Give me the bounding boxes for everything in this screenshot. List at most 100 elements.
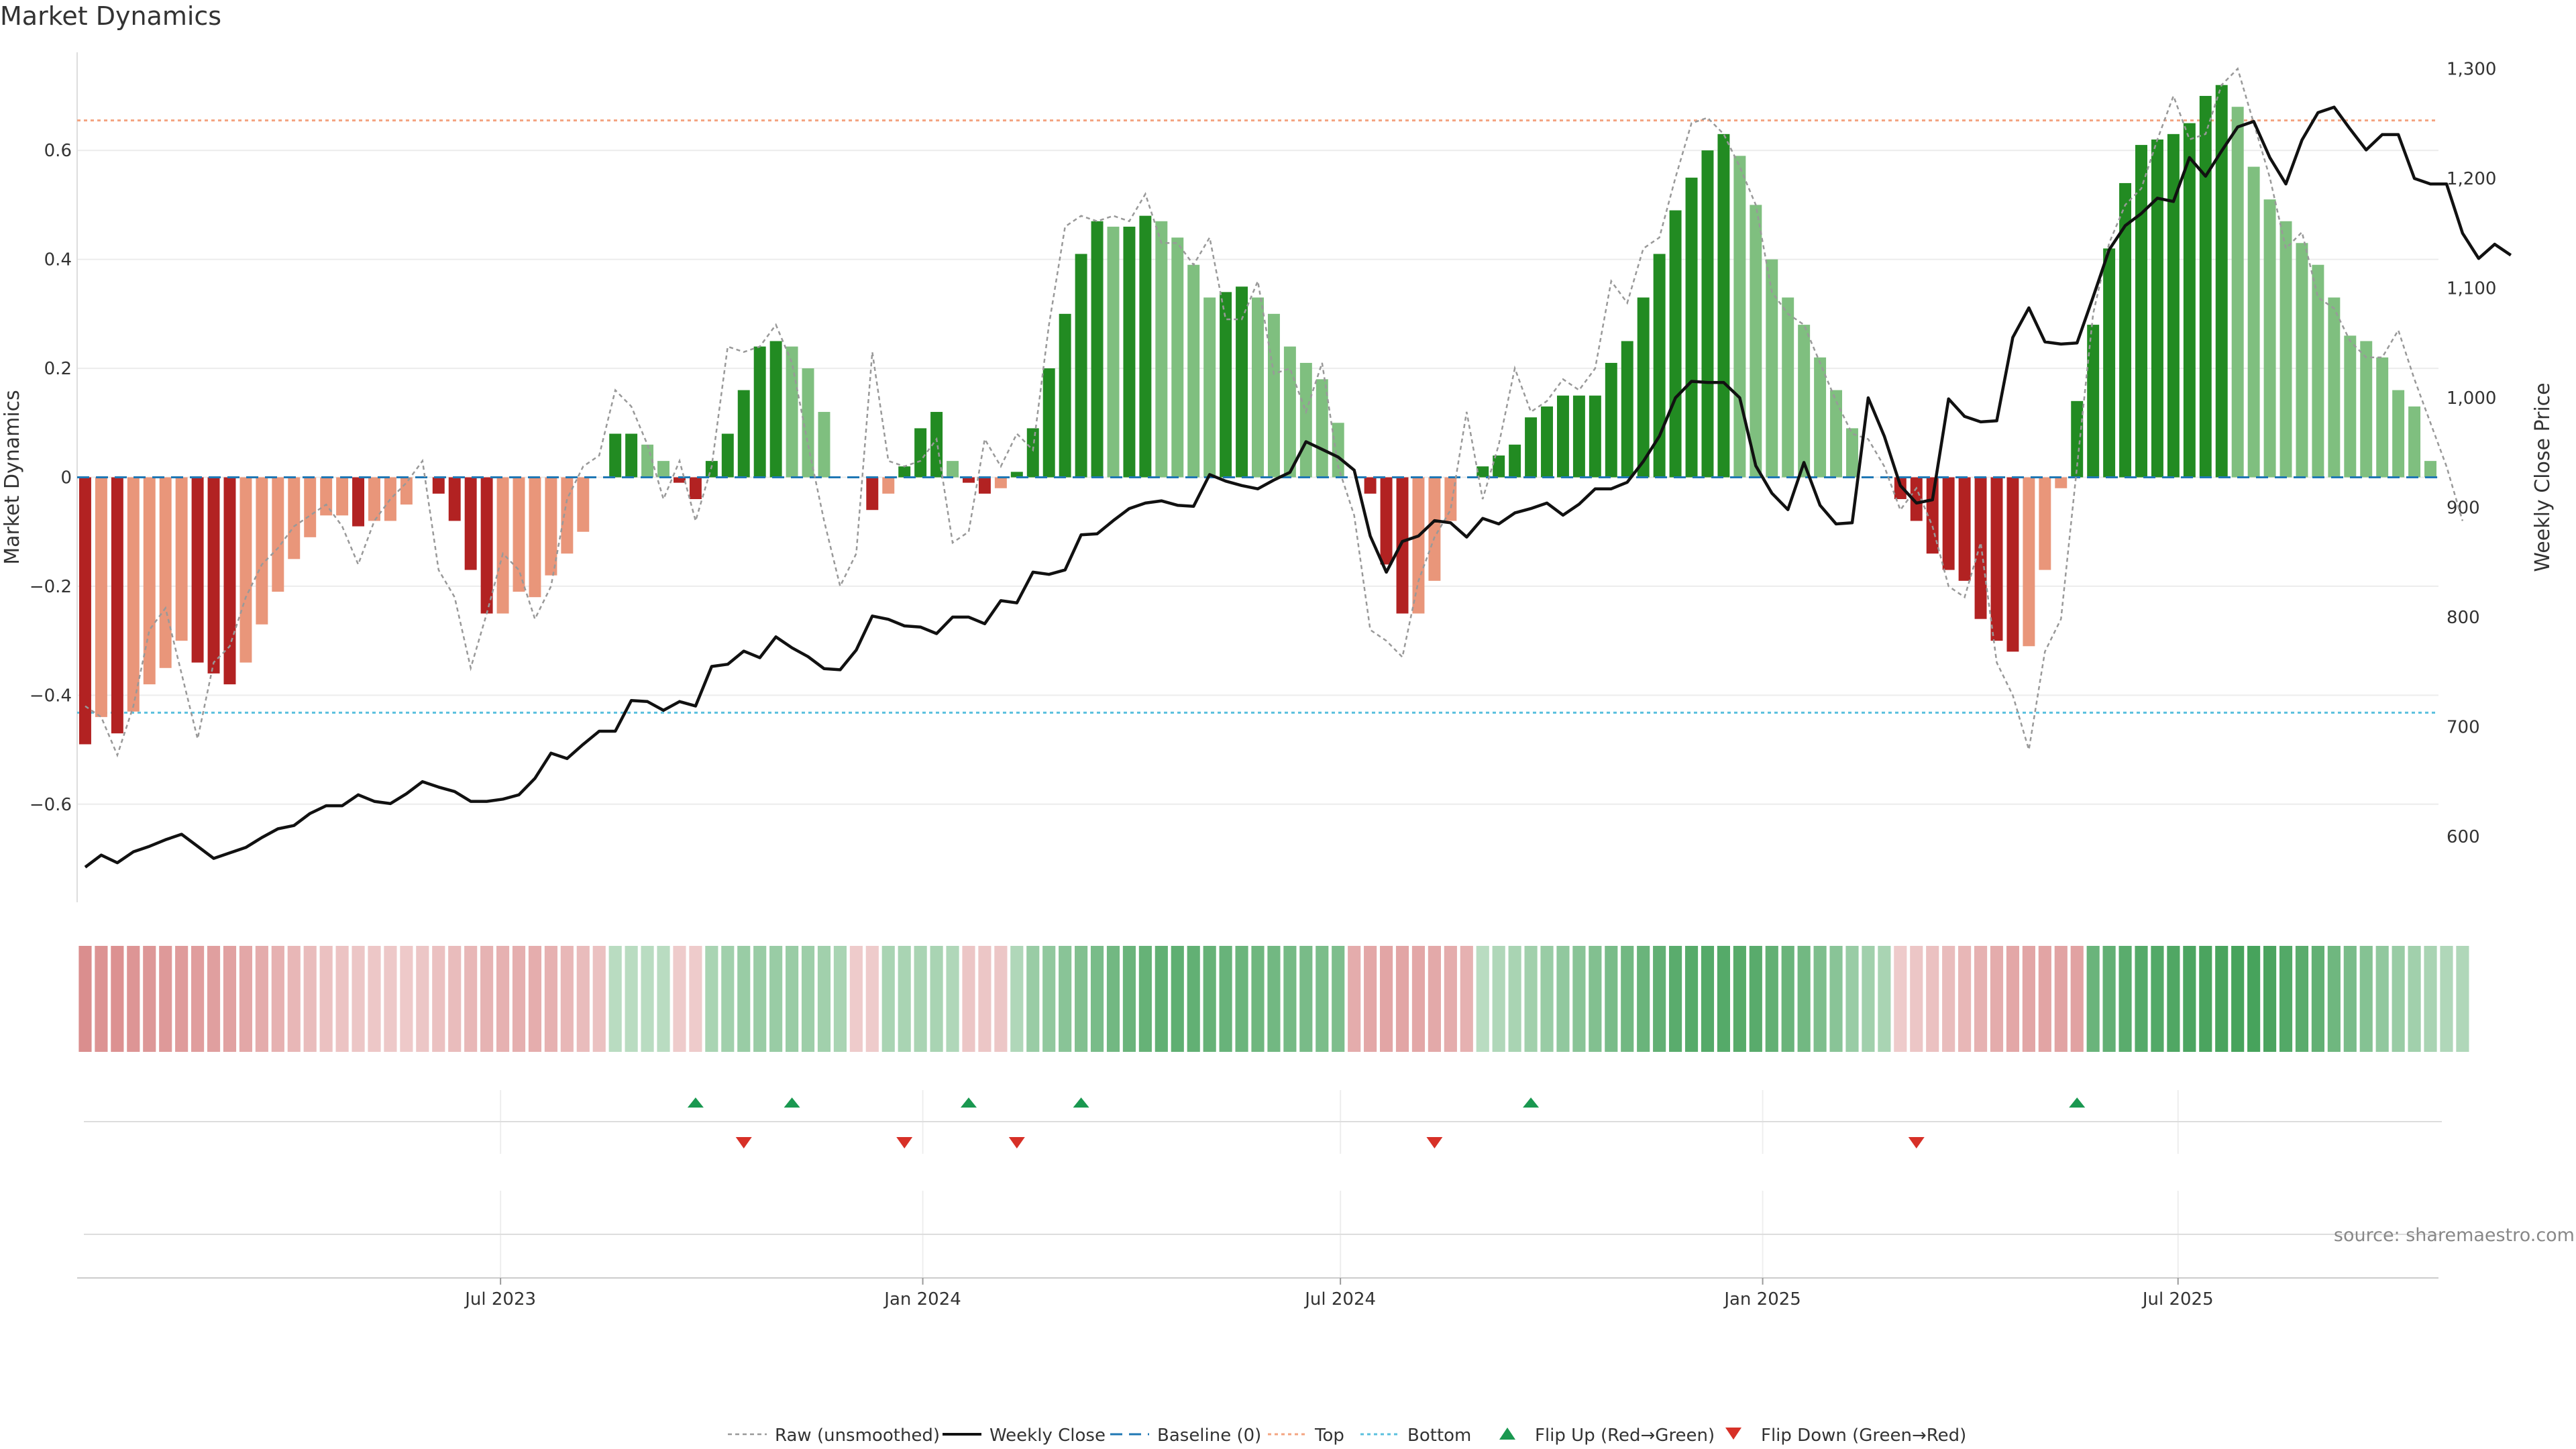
- heat-cell: [1556, 946, 1570, 1052]
- heat-cell: [496, 946, 510, 1052]
- bar: [1187, 264, 1200, 478]
- heat-cell: [1781, 946, 1794, 1052]
- legend-label: Bottom: [1407, 1426, 1471, 1446]
- bar: [432, 477, 445, 494]
- bar: [1556, 395, 1569, 478]
- heat-cell: [368, 946, 381, 1052]
- weekly-close-line: [84, 105, 2512, 869]
- heat-cell: [1813, 946, 1827, 1052]
- heat-cell: [255, 946, 268, 1052]
- heat-cell: [223, 946, 237, 1052]
- heat-cell: [2022, 946, 2035, 1052]
- heat-cell: [560, 946, 574, 1052]
- heat-cell: [769, 946, 783, 1052]
- heat-cell: [1974, 946, 1988, 1052]
- bar: [1621, 341, 1633, 478]
- flip-up-marker: [784, 1097, 800, 1108]
- raw-line: [85, 67, 2464, 758]
- heat-cell: [1540, 946, 1554, 1052]
- heat-cell: [1829, 946, 1843, 1052]
- bar: [963, 477, 975, 483]
- heat-cell: [1990, 946, 2004, 1052]
- heat-cell: [2118, 946, 2132, 1052]
- heat-cell: [1572, 946, 1586, 1052]
- heat-cell: [914, 946, 927, 1052]
- heat-cell: [673, 946, 686, 1052]
- bar: [2312, 264, 2324, 478]
- heat-cell: [528, 946, 542, 1052]
- heat-cell: [978, 946, 991, 1052]
- heat-cell: [159, 946, 172, 1052]
- heat-cell: [2167, 946, 2180, 1052]
- heat-cell: [2311, 946, 2324, 1052]
- bar: [1846, 428, 1858, 478]
- y-tick-label-left: −0.2: [30, 577, 72, 597]
- heat-cell: [753, 946, 767, 1052]
- heat-cell: [1395, 946, 1409, 1052]
- bar: [1107, 226, 1120, 478]
- heat-cell: [1637, 946, 1650, 1052]
- heat-cell: [946, 946, 959, 1052]
- heat-cell: [319, 946, 333, 1052]
- bar: [1075, 254, 1087, 478]
- legend-label: Baseline (0): [1157, 1426, 1261, 1446]
- heat-cell: [448, 946, 462, 1052]
- legend-swatch: [1725, 1428, 1741, 1440]
- heat-cell: [1106, 946, 1120, 1052]
- bar: [368, 477, 380, 521]
- flip-down-marker: [1008, 1137, 1025, 1148]
- bar: [2119, 182, 2132, 478]
- legend: Raw (unsmoothed) Weekly Close Baseline (0)…: [728, 1426, 1966, 1446]
- heat-cell: [1411, 946, 1426, 1052]
- bar: [1155, 221, 1168, 478]
- x-tick-label: Jan 2025: [1723, 1289, 1801, 1309]
- bar: [1766, 259, 1778, 478]
- bar: [1750, 205, 1762, 478]
- heat-cell: [1026, 946, 1040, 1052]
- bar: [2087, 325, 2100, 478]
- bar: [802, 368, 814, 478]
- heat-cell: [1669, 946, 1682, 1052]
- bar: [1283, 346, 1296, 478]
- bar: [78, 477, 91, 745]
- flip-up-marker: [960, 1097, 977, 1108]
- bar: [1733, 156, 1746, 478]
- bar: [1091, 221, 1104, 478]
- bar: [898, 466, 911, 478]
- y-tick-label-right: 1,100: [2447, 278, 2496, 299]
- bar: [1412, 477, 1425, 614]
- heat-cell: [271, 946, 284, 1052]
- bar: [1814, 357, 1827, 478]
- heat-cell: [1942, 946, 1955, 1052]
- bar: [2392, 390, 2405, 478]
- heat-cell: [143, 946, 156, 1052]
- y-tick-label-left: −0.6: [30, 795, 72, 815]
- heat-cell: [786, 946, 799, 1052]
- legend-label: Raw (unsmoothed): [775, 1426, 940, 1446]
- heat-cell: [865, 946, 879, 1052]
- heat-cell: [1235, 946, 1248, 1052]
- heat-cell: [2231, 946, 2245, 1052]
- flip-down-marker: [896, 1137, 913, 1148]
- bar: [2199, 95, 2212, 478]
- bar: [2023, 477, 2035, 647]
- heat-cell: [689, 946, 702, 1052]
- flip-up-marker: [1523, 1097, 1540, 1108]
- bar: [786, 346, 798, 478]
- bar: [304, 477, 317, 537]
- heat-cell: [2247, 946, 2261, 1052]
- bar: [1541, 406, 1553, 478]
- bar: [336, 477, 349, 516]
- bar: [384, 477, 396, 521]
- heat-cell: [191, 946, 205, 1052]
- heat-cell: [2183, 946, 2196, 1052]
- heat-cell: [1332, 946, 1345, 1052]
- bar: [1236, 286, 1248, 478]
- bar: [1685, 177, 1698, 478]
- bar: [256, 477, 268, 625]
- heat-cell: [1862, 946, 1875, 1052]
- heat-cell: [1524, 946, 1538, 1052]
- heat-cell: [2424, 946, 2437, 1052]
- heat-cell: [1797, 946, 1811, 1052]
